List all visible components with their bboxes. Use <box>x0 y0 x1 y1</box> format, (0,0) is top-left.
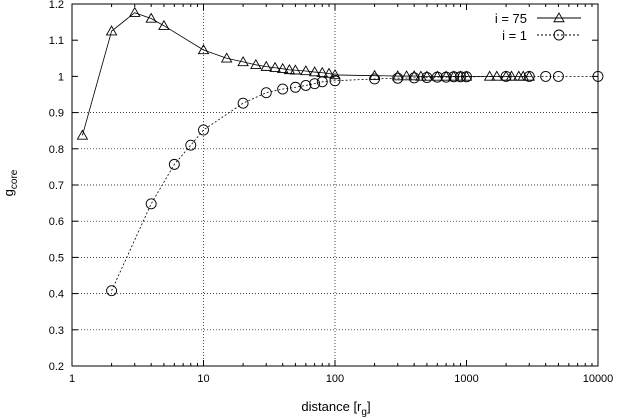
data-point <box>168 158 180 170</box>
data-point <box>431 70 444 81</box>
data-point <box>461 71 472 83</box>
data-point <box>369 73 381 85</box>
x-axis-label: distance [rg] <box>301 399 370 418</box>
y-axis-label: gcore <box>1 169 20 196</box>
y-tick-label: 0.4 <box>49 289 64 301</box>
data-point <box>500 70 512 82</box>
data-point <box>105 25 118 36</box>
data-point <box>523 70 535 82</box>
data-point <box>408 70 420 81</box>
data-point <box>316 76 328 88</box>
data-point <box>440 71 452 83</box>
data-point <box>523 70 536 81</box>
y-axis-label-sub: core <box>9 169 20 189</box>
series-layer <box>76 6 604 297</box>
legend-marker <box>553 12 565 23</box>
legend-label: i = 1 <box>502 28 527 43</box>
data-point <box>455 71 466 83</box>
data-point <box>76 129 89 140</box>
x-axis-label-sub: g <box>361 407 367 418</box>
y-axis-label-main: g <box>1 189 16 196</box>
y-tick-label: 0.6 <box>49 216 64 228</box>
data-point <box>106 285 118 297</box>
x-tick-label: 1 <box>69 373 75 385</box>
data-point <box>250 58 262 70</box>
data-point <box>460 70 473 81</box>
data-point <box>483 70 496 81</box>
data-point <box>421 70 433 81</box>
data-point <box>289 64 302 75</box>
y-tick-label: 0.7 <box>49 180 64 192</box>
data-point <box>392 72 404 84</box>
data-point <box>309 78 321 90</box>
data-point <box>277 83 289 95</box>
data-point <box>448 71 460 83</box>
y-tick-label: 1 <box>58 71 64 83</box>
x-tick-label: 10 <box>197 373 209 385</box>
data-point <box>329 75 341 87</box>
data-point <box>329 69 341 80</box>
y-tick-label: 0.3 <box>49 325 64 337</box>
data-point <box>276 62 289 73</box>
data-point <box>289 81 301 93</box>
data-point <box>431 71 443 83</box>
legend: i = 75 i = 1 <box>495 11 581 43</box>
data-point <box>128 6 141 17</box>
data-point <box>391 70 404 81</box>
data-point <box>505 70 518 81</box>
data-point <box>237 97 249 109</box>
data-point <box>269 61 281 72</box>
y-tick-label: 0.2 <box>49 361 64 373</box>
y-tick-label: 0.5 <box>49 252 64 264</box>
data-point <box>145 12 157 23</box>
data-point <box>592 70 604 82</box>
data-point <box>237 56 249 67</box>
data-point <box>408 72 420 84</box>
series-i1 <box>106 70 604 297</box>
data-point <box>540 70 552 82</box>
x-axis-label-main: distance [r <box>301 399 362 414</box>
x-tick-label: 1000 <box>454 373 478 385</box>
x-axis-label-end: ] <box>367 399 371 414</box>
data-point <box>454 70 467 81</box>
series-i75 <box>76 6 536 140</box>
y-tick-label: 0.8 <box>49 144 64 156</box>
data-point <box>300 79 312 91</box>
data-point <box>197 44 210 55</box>
x-tick-label: 100 <box>326 373 344 385</box>
data-point <box>283 63 296 75</box>
data-point <box>185 139 197 151</box>
data-point <box>198 124 209 136</box>
data-point <box>220 52 233 63</box>
data-point <box>491 70 503 81</box>
axis-ticks: 0.2 0.3 0.4 0.5 0.6 0.7 0.8 0.9 1 1.1 1.2 1 10 100 100… <box>49 0 614 385</box>
data-point <box>260 60 273 71</box>
data-point <box>323 67 335 78</box>
data-point <box>552 70 564 82</box>
data-point <box>517 70 529 81</box>
data-point <box>300 65 312 76</box>
x-tick-label: 10000 <box>583 373 614 385</box>
data-point <box>400 70 413 81</box>
y-tick-label: 1.2 <box>49 0 64 11</box>
y-tick-label: 1.1 <box>49 35 64 47</box>
legend-label: i = 75 <box>495 11 527 26</box>
data-point <box>260 87 272 99</box>
grid-lines <box>72 4 598 366</box>
data-point <box>145 198 157 210</box>
y-tick-label: 0.9 <box>49 108 64 120</box>
series-line <box>111 76 598 291</box>
legend-marker <box>553 29 565 41</box>
data-point <box>308 66 321 77</box>
data-point <box>158 19 170 30</box>
